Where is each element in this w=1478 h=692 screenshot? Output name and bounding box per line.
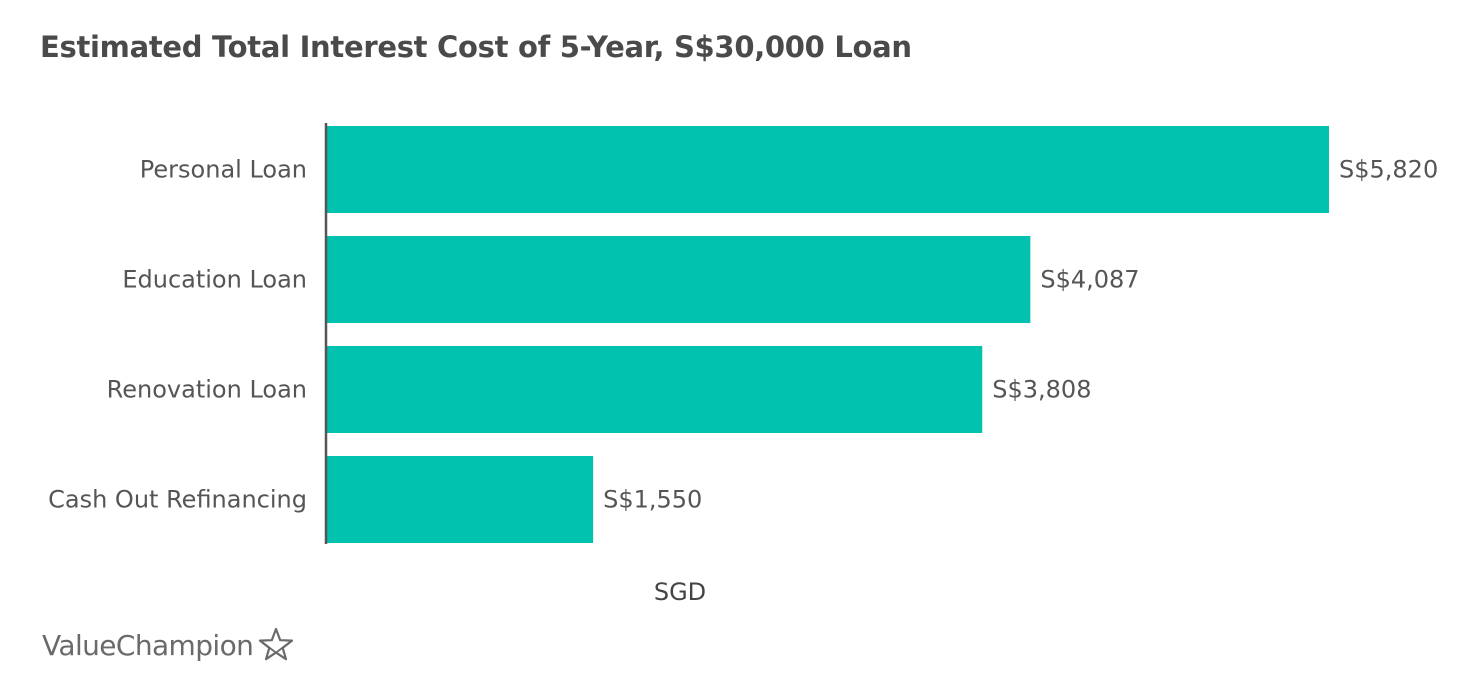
x-axis-title: SGD <box>654 578 706 606</box>
bar-personal-loan <box>326 126 1329 213</box>
value-label: S$5,820 <box>1339 156 1438 184</box>
category-label: Education Loan <box>122 266 307 294</box>
value-label: S$3,808 <box>992 376 1091 404</box>
value-label: S$4,087 <box>1040 266 1139 294</box>
value-label: S$1,550 <box>603 486 702 514</box>
bar-renovation-loan <box>326 346 983 433</box>
bar-education-loan <box>326 236 1031 323</box>
star-outline-icon <box>259 627 294 661</box>
bar-cash-out-refinancing <box>326 456 594 543</box>
brand-logo: ValueChampion <box>42 620 295 670</box>
category-label: Renovation Loan <box>107 376 307 404</box>
category-label: Personal Loan <box>140 156 307 184</box>
brand-name: ValueChampion <box>42 628 254 662</box>
chart-title: Estimated Total Interest Cost of 5-Year,… <box>40 30 912 64</box>
category-label: Cash Out Refinancing <box>48 486 307 514</box>
